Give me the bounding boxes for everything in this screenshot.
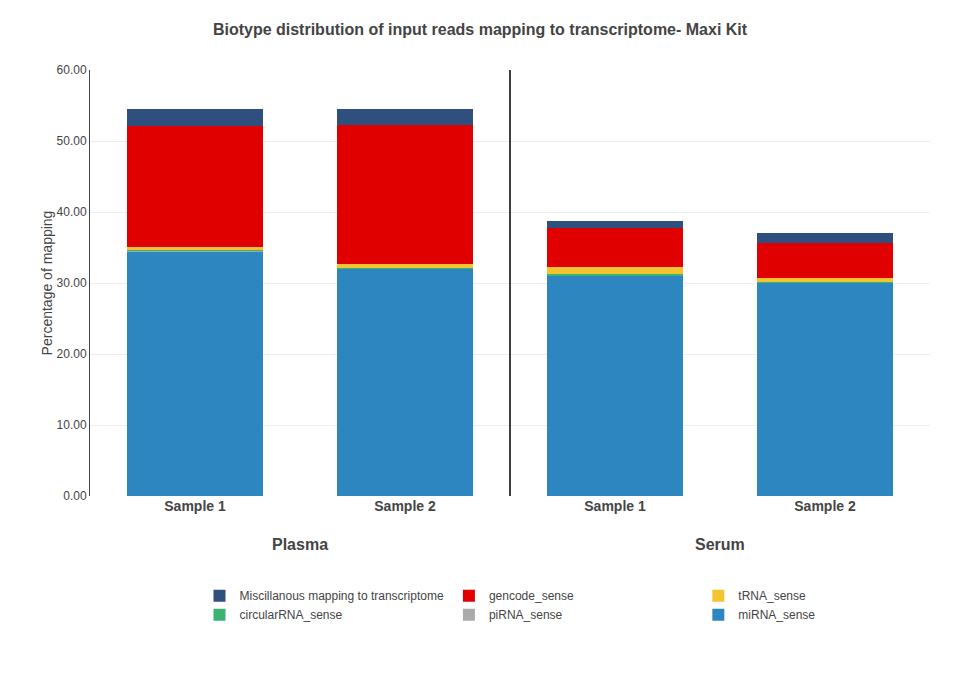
svg-text:piRNA_sense: piRNA_sense <box>489 608 563 622</box>
svg-text:Biotype distribution of input: Biotype distribution of input reads mapp… <box>213 21 748 38</box>
svg-text:Plasma: Plasma <box>272 536 328 553</box>
svg-text:Sample 1: Sample 1 <box>164 498 226 514</box>
svg-text:60.00: 60.00 <box>57 63 87 77</box>
svg-text:Miscillanous mapping to transc: Miscillanous mapping to transcriptome <box>240 589 444 603</box>
svg-text:40.00: 40.00 <box>57 205 87 219</box>
svg-text:miRNA_sense: miRNA_sense <box>738 608 815 622</box>
svg-text:20.00: 20.00 <box>57 347 87 361</box>
svg-text:0.00: 0.00 <box>63 489 87 503</box>
svg-text:30.00: 30.00 <box>57 276 87 290</box>
svg-text:Sample 2: Sample 2 <box>374 498 436 514</box>
svg-text:50.00: 50.00 <box>57 134 87 148</box>
svg-text:circularRNA_sense: circularRNA_sense <box>240 608 343 622</box>
svg-text:10.00: 10.00 <box>57 418 87 432</box>
svg-text:tRNA_sense: tRNA_sense <box>738 589 806 603</box>
svg-text:Sample 2: Sample 2 <box>794 498 856 514</box>
svg-text:gencode_sense: gencode_sense <box>489 589 574 603</box>
svg-text:Serum: Serum <box>695 536 745 553</box>
svg-text:Sample 1: Sample 1 <box>584 498 646 514</box>
svg-text:Percentage of mapping: Percentage of mapping <box>39 211 55 356</box>
